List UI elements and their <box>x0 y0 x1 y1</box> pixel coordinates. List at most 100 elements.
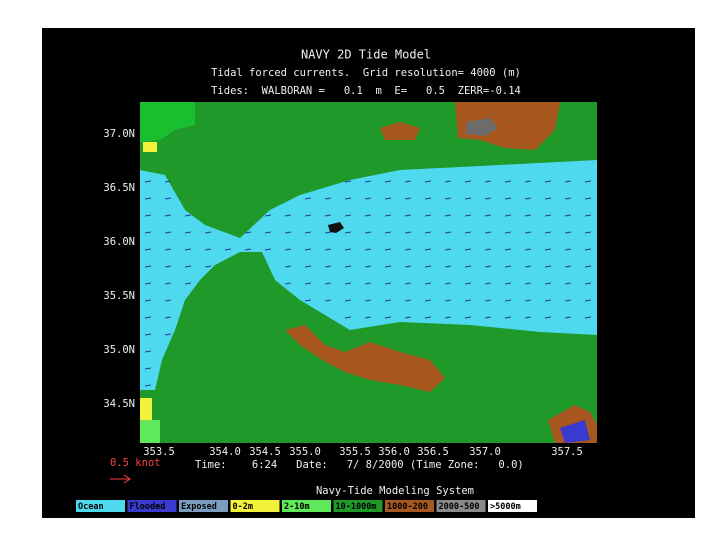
arrow <box>404 299 412 302</box>
arrow <box>164 316 172 319</box>
arrow <box>444 299 452 302</box>
arrow <box>144 265 152 268</box>
arrow <box>324 299 332 302</box>
lat-label: 35.5N <box>103 290 135 302</box>
arrow <box>584 265 592 268</box>
arrow <box>264 214 272 217</box>
arrow <box>384 197 392 200</box>
arrow <box>324 197 332 200</box>
arrow <box>564 265 572 268</box>
highland <box>285 325 445 392</box>
arrow <box>464 265 472 268</box>
arrow <box>364 248 372 251</box>
arrow <box>244 231 252 234</box>
arrow <box>544 197 552 200</box>
arrow <box>424 180 432 183</box>
legend-label: 0-2m <box>233 502 253 512</box>
legend-label: 2000-500 <box>439 502 480 512</box>
title: NAVY 2D Tide Model <box>301 48 431 62</box>
legend-label: Flooded <box>130 502 166 512</box>
arrow <box>204 248 212 251</box>
arrow <box>384 214 392 217</box>
arrow <box>344 316 352 319</box>
arrow <box>404 265 412 268</box>
legend-swatch <box>436 500 486 512</box>
flooded <box>560 420 590 443</box>
arrow <box>484 248 492 251</box>
arrow <box>504 214 512 217</box>
arrow <box>464 180 472 183</box>
arrow <box>584 214 592 217</box>
lon-label: 356.0 <box>378 446 410 458</box>
arrow <box>264 248 272 251</box>
arrow <box>184 231 192 234</box>
arrow <box>564 248 572 251</box>
arrow <box>284 265 292 268</box>
arrow <box>504 231 512 234</box>
arrow <box>464 248 472 251</box>
arrow <box>144 299 152 302</box>
arrow <box>164 197 172 200</box>
arrow <box>504 248 512 251</box>
arrow <box>524 316 532 319</box>
arrow <box>504 282 512 285</box>
arrow <box>524 197 532 200</box>
arrow <box>424 231 432 234</box>
arrow <box>404 282 412 285</box>
legend-label: 10-1000m <box>336 502 377 512</box>
legend-swatch <box>282 500 331 512</box>
arrow <box>524 265 532 268</box>
arrow <box>344 248 352 251</box>
arrow <box>324 248 332 251</box>
arrow <box>444 214 452 217</box>
marker <box>328 222 344 233</box>
lat-label: 37.0N <box>103 128 135 140</box>
arrow <box>464 214 472 217</box>
lon-labels: 353.5 354.0 354.5 355.0 355.5 356.0 356.5 357.0… <box>143 446 583 458</box>
arrow <box>364 299 372 302</box>
arrow <box>284 248 292 251</box>
arrow <box>344 231 352 234</box>
subtitle: Tidal forced currents. Grid resolution= … <box>211 67 521 79</box>
arrow <box>504 299 512 302</box>
arrow <box>344 197 352 200</box>
arrow <box>504 316 512 319</box>
arrow <box>404 231 412 234</box>
arrow <box>504 180 512 183</box>
arrow <box>384 265 392 268</box>
arrow <box>324 282 332 285</box>
arrow <box>304 265 312 268</box>
arrow <box>424 265 432 268</box>
arrow <box>444 197 452 200</box>
arrow <box>344 299 352 302</box>
lon-label: 357.5 <box>551 446 583 458</box>
arrow <box>524 231 532 234</box>
arrow <box>564 231 572 234</box>
lat-label: 35.0N <box>103 344 135 356</box>
arrow <box>524 299 532 302</box>
arrow <box>364 282 372 285</box>
legend-swatch <box>488 500 537 512</box>
arrow <box>504 197 512 200</box>
lon-label: 354.5 <box>249 446 281 458</box>
arrow <box>464 197 472 200</box>
arrow <box>164 248 172 251</box>
arrow <box>364 180 372 183</box>
arrow <box>404 214 412 217</box>
arrow <box>324 214 332 217</box>
arrow <box>544 282 552 285</box>
arrow <box>284 282 292 285</box>
arrow <box>404 248 412 251</box>
footer: Navy-Tide Modeling System <box>316 485 474 497</box>
tides: Tides: WALBORAN = 0.1 m E= 0.5 ZERR=-0.1… <box>211 85 521 97</box>
arrow <box>344 180 352 183</box>
arrow <box>164 333 172 336</box>
legend-label: Exposed <box>181 502 217 512</box>
arrow <box>184 248 192 251</box>
arrow <box>164 265 172 268</box>
arrow <box>144 282 152 285</box>
arrow <box>304 248 312 251</box>
peak <box>466 118 498 136</box>
arrow <box>484 214 492 217</box>
arrow <box>164 180 172 183</box>
